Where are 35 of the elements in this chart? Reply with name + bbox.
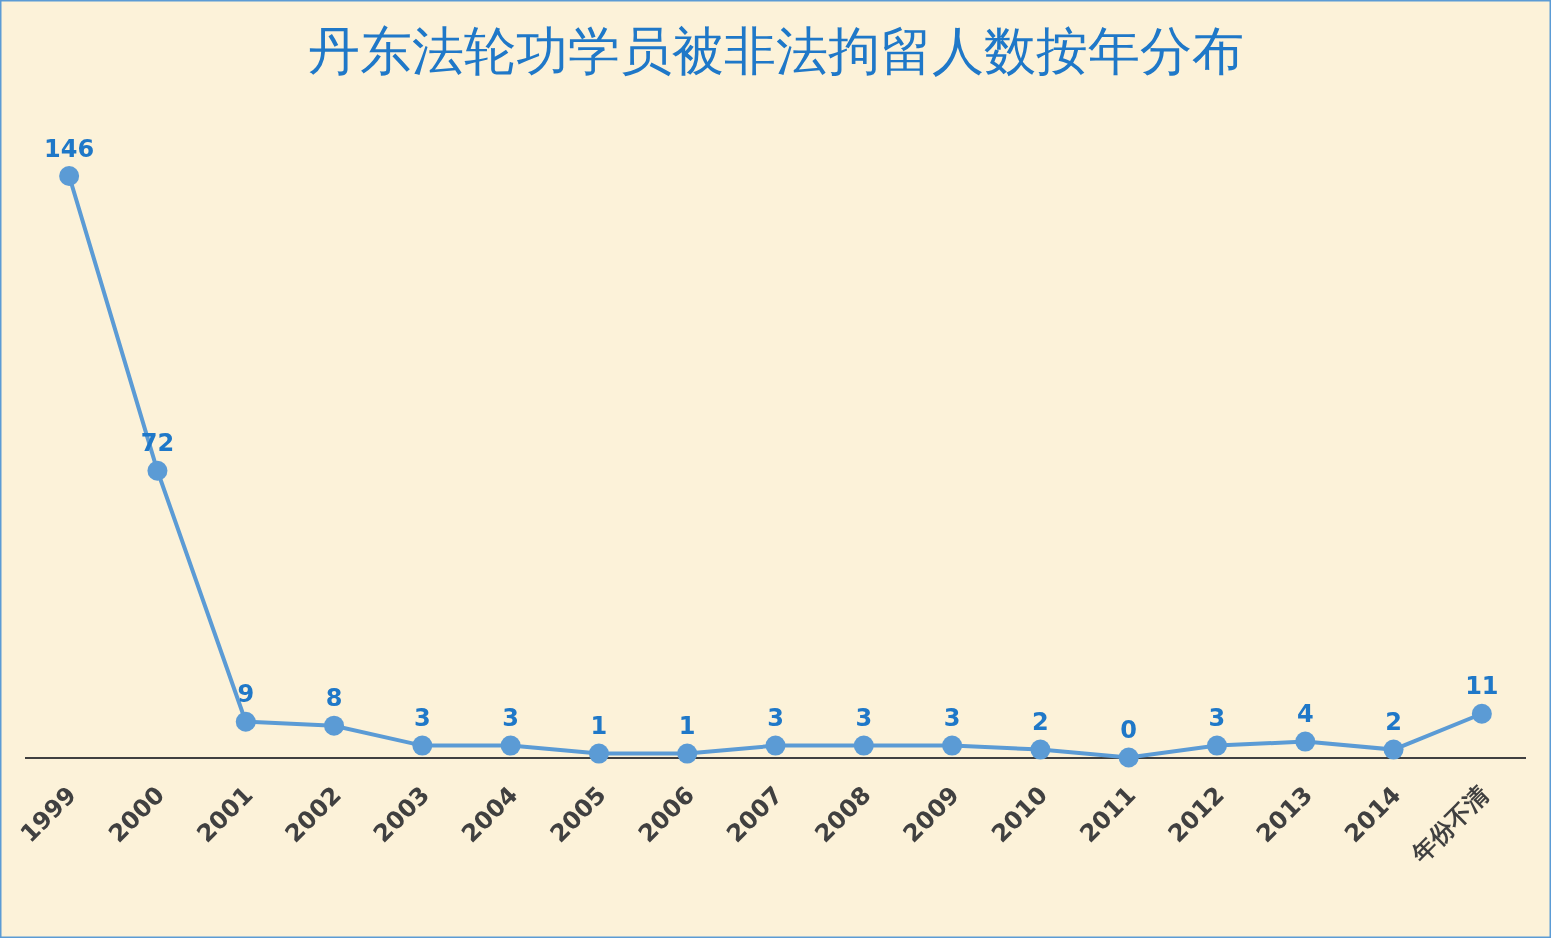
point [412,735,433,756]
data-label: 2 [1385,708,1402,737]
data-label: 3 [413,704,431,733]
data-label: 9 [237,680,255,709]
data-label: 3 [943,704,961,733]
data-label: 3 [767,704,784,733]
point [1383,739,1404,760]
data-label: 3 [855,704,873,733]
point [59,166,80,186]
data-label: 3 [1208,704,1226,733]
point [1118,747,1139,768]
data-label: 8 [325,684,343,713]
data-label: 146 [44,134,95,163]
point [677,743,698,764]
point [942,735,963,756]
point [235,711,256,732]
point [1295,731,1316,752]
chart-title: 丹东法轮功学员被非法拘留人数按年分布 [307,21,1244,82]
point [588,743,609,764]
data-label: 11 [1465,672,1499,701]
data-label: 1 [678,712,696,741]
point [500,735,521,756]
data-label: 4 [1296,700,1314,729]
point [765,735,786,756]
point [1206,735,1227,756]
point [324,715,345,736]
data-label: 3 [502,704,519,733]
point [853,735,874,756]
x-tick-label: 年份不清 [1406,780,1495,870]
data-label: 1 [590,712,608,741]
data-label: 2 [1032,708,1049,737]
data-label: 0 [1120,716,1138,745]
point [1030,739,1051,760]
point [1471,703,1492,724]
point [147,460,168,481]
